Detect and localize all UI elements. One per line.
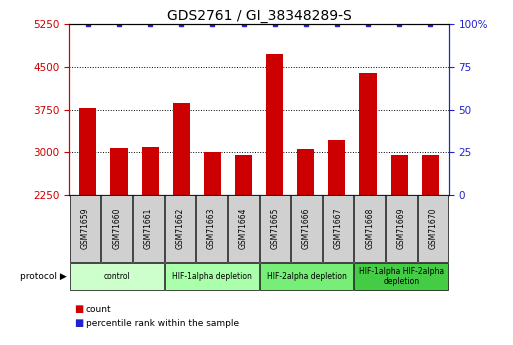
Text: HIF-2alpha depletion: HIF-2alpha depletion	[267, 272, 346, 281]
Bar	[328, 140, 345, 195]
Bar	[422, 155, 439, 195]
Text: ■: ■	[74, 318, 84, 328]
Text: protocol ▶: protocol ▶	[20, 272, 67, 281]
Text: GSM71665: GSM71665	[270, 208, 280, 249]
Text: GSM71660: GSM71660	[112, 208, 121, 249]
Text: GSM71668: GSM71668	[365, 208, 374, 249]
Bar	[360, 73, 377, 195]
Title: GDS2761 / GI_38348289-S: GDS2761 / GI_38348289-S	[167, 9, 351, 23]
Text: count: count	[86, 305, 111, 314]
Bar	[173, 103, 190, 195]
Bar	[390, 155, 408, 195]
Text: GSM71659: GSM71659	[81, 208, 90, 249]
Text: ■: ■	[74, 305, 84, 314]
Bar	[235, 155, 252, 195]
Bar	[110, 148, 128, 195]
Bar	[266, 54, 283, 195]
Text: GSM71667: GSM71667	[333, 208, 343, 249]
Bar	[297, 149, 314, 195]
Text: GSM71666: GSM71666	[302, 208, 311, 249]
Bar	[204, 152, 221, 195]
Text: control: control	[103, 272, 130, 281]
Text: HIF-1alpha depletion: HIF-1alpha depletion	[172, 272, 251, 281]
Text: GSM71664: GSM71664	[239, 208, 248, 249]
Text: GSM71662: GSM71662	[175, 208, 185, 249]
Text: percentile rank within the sample: percentile rank within the sample	[86, 319, 239, 328]
Bar	[80, 108, 96, 195]
Text: HIF-1alpha HIF-2alpha
depletion: HIF-1alpha HIF-2alpha depletion	[359, 267, 444, 286]
Text: GSM71669: GSM71669	[397, 208, 406, 249]
Text: GSM71670: GSM71670	[428, 208, 438, 249]
Text: GSM71663: GSM71663	[207, 208, 216, 249]
Text: GSM71661: GSM71661	[144, 208, 153, 249]
Bar	[142, 147, 159, 195]
